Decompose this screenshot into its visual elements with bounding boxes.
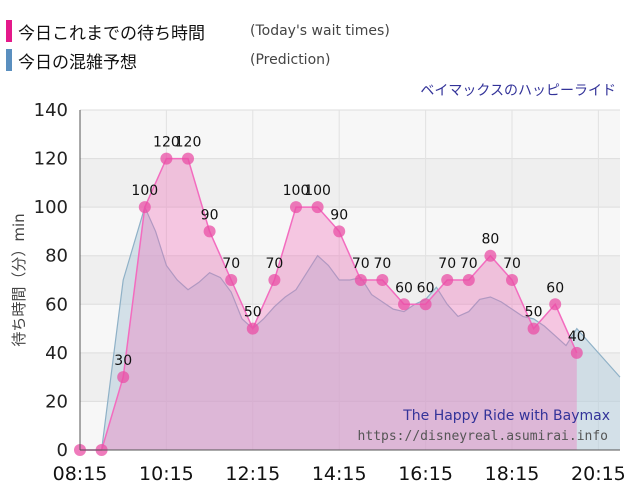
x-tick-label: 16:15	[398, 463, 453, 485]
data-point	[441, 274, 454, 286]
data-label: 50	[525, 305, 543, 321]
data-label: 90	[201, 207, 219, 223]
axes	[79, 110, 620, 451]
plot-band	[80, 207, 620, 256]
prediction-line	[80, 205, 621, 451]
data-point	[203, 225, 216, 238]
data-point	[138, 201, 151, 214]
data-label: 70	[503, 256, 521, 272]
data-label: 70	[438, 256, 456, 272]
data-point	[419, 298, 432, 311]
x-tick-label: 18:15	[485, 463, 540, 485]
data-point	[376, 274, 389, 286]
data-label: 70	[265, 256, 283, 272]
plot-band	[80, 158, 620, 208]
data-label: 70	[373, 256, 391, 272]
data-label: 80	[481, 232, 499, 248]
y-tick-label: 0	[57, 440, 68, 461]
data-point	[506, 274, 518, 286]
data-label: 50	[244, 305, 262, 321]
legend-actual: 今日これまでの待ち時間 (Today's wait times)	[6, 19, 390, 44]
x-tick-label: 20:15	[571, 463, 626, 485]
data-point	[570, 346, 583, 359]
legend-prediction-label: 今日の混雑予想	[18, 52, 137, 73]
data-point	[311, 201, 324, 214]
data-point	[225, 274, 238, 286]
y-tick-labels: 0 20 40 60 80 100 120 140	[34, 100, 68, 461]
y-tick-label: 20	[45, 391, 68, 412]
credit-url: https://disneyreal.asumirai.info	[358, 429, 608, 444]
y-tick-label: 140	[34, 100, 68, 121]
data-point	[484, 249, 497, 262]
data-label: 70	[460, 256, 478, 272]
data-point	[527, 322, 540, 335]
y-tick-label: 120	[34, 149, 68, 170]
credit-title: The Happy Ride with Baymax	[402, 408, 610, 424]
data-point	[160, 152, 173, 165]
prediction-area	[80, 207, 620, 450]
x-tick-label: 12:15	[225, 463, 280, 485]
data-label: 30	[114, 353, 132, 369]
data-label: 70	[222, 256, 240, 272]
y-tick-label: 40	[45, 343, 68, 364]
data-label: 120	[175, 135, 202, 151]
data-point	[246, 322, 259, 335]
data-label: 100	[304, 183, 331, 199]
x-tick-label: 14:15	[312, 463, 367, 485]
legend-actual-note: (Today's wait times)	[250, 23, 390, 39]
data-label: 60	[395, 280, 413, 296]
data-point	[182, 152, 194, 165]
x-tick-label: 10:15	[139, 463, 194, 485]
prediction-layer	[80, 205, 621, 451]
legend-actual-label: 今日これまでの待ち時間	[18, 23, 205, 44]
data-point	[462, 274, 475, 286]
data-label: 60	[546, 280, 564, 296]
data-point	[398, 298, 410, 311]
legend-prediction-note: (Prediction)	[250, 52, 331, 68]
data-point	[268, 274, 281, 286]
data-label: 70	[352, 256, 370, 272]
x-tick-labels: 08:15 10:15 12:15 14:15 16:15 18:15 20:15	[53, 463, 626, 485]
x-tick-label: 08:15	[53, 463, 108, 485]
data-label: 40	[568, 329, 586, 345]
data-label: 100	[283, 183, 310, 199]
data-label: 100	[131, 183, 158, 199]
legend-actual-swatch	[6, 20, 12, 42]
legend-prediction: 今日の混雑予想 (Prediction)	[6, 48, 331, 73]
data-point	[549, 298, 562, 311]
legend-prediction-swatch	[6, 49, 12, 71]
data-point	[117, 371, 130, 384]
data-points	[74, 152, 583, 456]
y-tick-label: 60	[45, 294, 68, 315]
data-point	[354, 274, 367, 286]
plot-band	[80, 110, 620, 159]
data-label: 120	[153, 135, 180, 151]
data-label: 90	[330, 207, 348, 223]
data-point	[290, 201, 302, 214]
data-point	[333, 225, 346, 238]
data-label: 60	[417, 280, 435, 296]
attraction-name: ベイマックスのハッピーライド	[420, 83, 616, 99]
y-tick-label: 80	[45, 246, 68, 267]
y-axis-label: 待ち時間（分）min	[10, 213, 28, 346]
y-tick-label: 100	[34, 197, 68, 218]
